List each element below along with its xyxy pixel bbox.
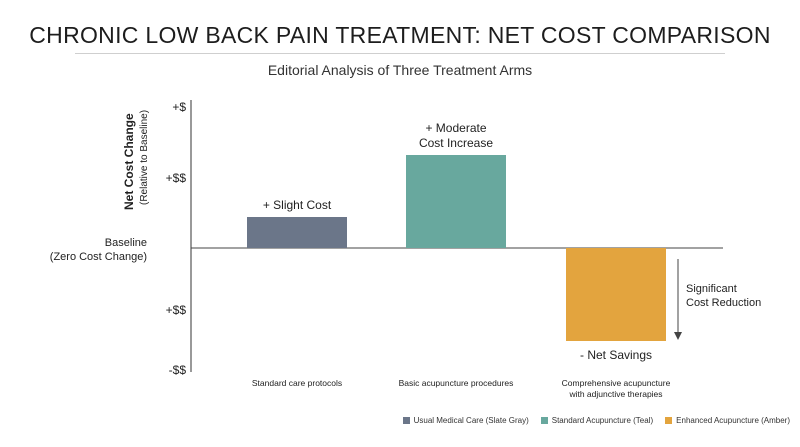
category-label: Standard care protocols xyxy=(252,378,342,388)
legend-swatch xyxy=(402,417,410,424)
legend-label: Standard Acupuncture (Teal) xyxy=(551,416,654,425)
baseline-label-line: (Zero Cost Change) xyxy=(50,251,147,263)
data-label: Cost Increase xyxy=(419,136,493,150)
cost-reduction-annotation: Significant Cost Reduction xyxy=(674,259,761,340)
legend-swatch xyxy=(540,417,548,424)
y-axis-title: Net Cost Change (Relative to Baseline) xyxy=(122,110,150,210)
bar xyxy=(566,248,666,341)
annotation-arrowhead xyxy=(674,332,682,340)
category-labels: Standard care protocols Basic acupuncture… xyxy=(252,378,671,399)
chart-title: CHRONIC LOW BACK PAIN TREATMENT: NET COS… xyxy=(29,22,771,48)
baseline-label: Baseline (Zero Cost Change) xyxy=(50,237,147,263)
data-label: + Slight Cost xyxy=(263,198,332,212)
data-label: - Net Savings xyxy=(580,348,652,362)
chart-subtitle: Editorial Analysis of Three Treatment Ar… xyxy=(267,62,533,78)
y-axis-sublabel: (Relative to Baseline) xyxy=(139,110,150,205)
y-axis-label: Net Cost Change xyxy=(122,113,136,210)
bar xyxy=(247,217,347,248)
bars xyxy=(247,155,666,341)
category-label: with adjunctive therapies xyxy=(568,389,662,399)
legend-item: Standard Acupuncture (Teal) xyxy=(540,416,654,425)
annotation-text: Cost Reduction xyxy=(686,297,761,309)
data-label: + Moderate xyxy=(425,121,486,135)
category-label: Basic acupuncture procedures xyxy=(399,378,514,388)
y-tick-label: +$$ xyxy=(166,303,187,317)
annotation-text: Significant xyxy=(686,283,737,295)
category-label: Comprehensive acupuncture xyxy=(562,378,671,388)
baseline-label-line: Baseline xyxy=(105,237,147,249)
y-tick-label: -$$ xyxy=(169,363,187,377)
title-divider xyxy=(75,53,725,54)
y-tick-label: +$ xyxy=(172,100,186,114)
legend-label: Enhanced Acupuncture (Amber) xyxy=(676,416,790,425)
legend-item: Usual Medical Care (Slate Gray) xyxy=(402,416,529,425)
y-tick-label: +$$ xyxy=(166,171,187,185)
legend: Usual Medical Care (Slate Gray) Standard … xyxy=(402,416,790,425)
legend-label: Usual Medical Care (Slate Gray) xyxy=(413,416,529,425)
legend-swatch xyxy=(665,417,673,424)
legend-item: Enhanced Acupuncture (Amber) xyxy=(665,416,790,425)
bar xyxy=(406,155,506,248)
y-tick-labels: +$ +$$ +$$ -$$ xyxy=(166,100,187,377)
